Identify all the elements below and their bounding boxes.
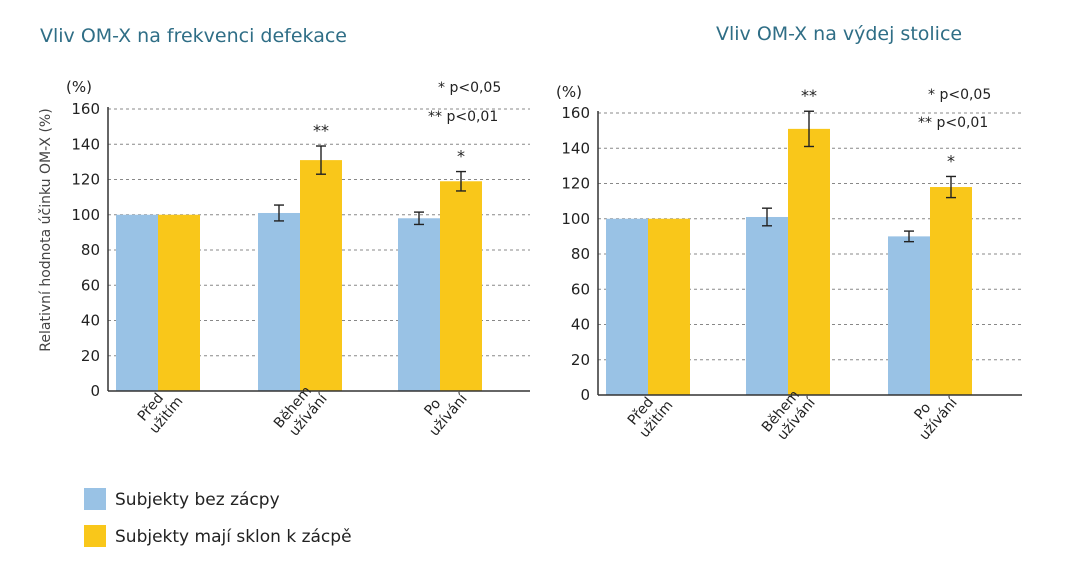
legend-label: Subjekty mají sklon k zácpě: [115, 527, 352, 547]
bar-series-b: [300, 160, 342, 391]
significance-note: ** p<0,01: [428, 109, 498, 125]
y-tick-label: 40: [571, 316, 590, 334]
legend-swatch: [84, 488, 106, 510]
y-tick-label: 80: [81, 241, 100, 259]
significance-marker: **: [313, 121, 329, 140]
significance-marker: *: [947, 151, 955, 170]
y-tick-label: 160: [561, 104, 590, 122]
y-tick-label: 100: [71, 206, 100, 224]
significance-note: ** p<0,01: [918, 115, 988, 131]
y-tick-label: 140: [71, 135, 100, 153]
y-axis-label: Relativní hodnota účinku OM-X (%): [38, 108, 54, 351]
y-tick-label: 60: [571, 280, 590, 298]
y-tick-label: 0: [580, 386, 590, 404]
bar-series-b: [788, 128, 830, 396]
bar-series-a: [398, 218, 440, 391]
y-tick-label: 20: [571, 351, 590, 369]
significance-note: * p<0,05: [438, 80, 501, 96]
bar-series-b: [648, 218, 690, 395]
bar-series-a: [888, 236, 930, 395]
chart-title: Vliv OM-X na výdej stolice: [716, 23, 962, 45]
chart-panel-1: Vliv OM-X na frekvenci defekace (%) Relati…: [38, 25, 530, 439]
bar-series-a: [258, 212, 300, 391]
y-tick-label: 100: [561, 210, 590, 228]
bar-series-a: [606, 218, 648, 395]
y-tick-label: 120: [561, 175, 590, 193]
y-tick-label: 80: [571, 245, 590, 263]
bar-series-a: [746, 216, 788, 395]
legend-swatch: [84, 525, 106, 547]
chart-panel-2: Vliv OM-X na výdej stolice (%) 0 20 40 60 80 10…: [556, 23, 1022, 443]
y-unit-label: (%): [556, 83, 582, 101]
significance-marker: *: [457, 147, 465, 166]
bar-series-b: [440, 181, 482, 391]
y-tick-label: 20: [81, 347, 100, 365]
y-unit-label: (%): [66, 78, 92, 96]
significance-marker: **: [801, 86, 817, 105]
y-tick-label: 40: [81, 312, 100, 330]
chart-title: Vliv OM-X na frekvenci defekace: [40, 25, 347, 47]
legend: Subjekty bez zácpy Subjekty mají sklon k …: [84, 488, 352, 547]
significance-note: * p<0,05: [928, 87, 991, 103]
y-tick-label: 120: [71, 171, 100, 189]
y-tick-label: 160: [71, 100, 100, 118]
y-tick-label: 140: [561, 139, 590, 157]
bar-series-b: [158, 214, 200, 391]
legend-label: Subjekty bez zácpy: [115, 490, 280, 510]
bar-series-a: [116, 214, 158, 391]
y-tick-label: 0: [90, 382, 100, 400]
bar-series-b: [930, 187, 972, 395]
y-tick-label: 60: [81, 276, 100, 294]
